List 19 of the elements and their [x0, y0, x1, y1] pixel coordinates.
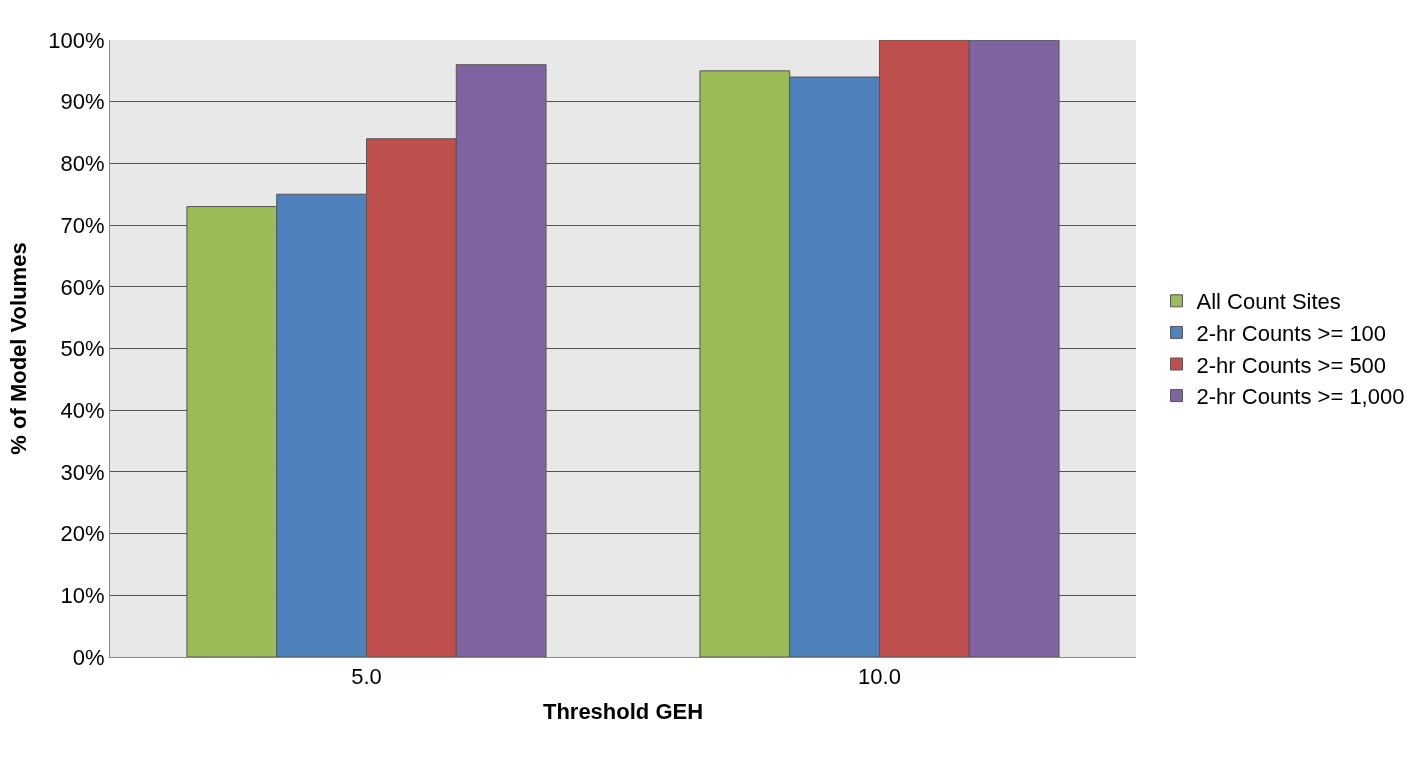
legend-label: 2-hr Counts >= 100 [1196, 320, 1387, 346]
y-tick-label: 30% [60, 459, 105, 485]
x-axis-title: Threshold GEH [542, 699, 704, 725]
y-tick-label: 60% [60, 274, 105, 300]
y-tick-label: 80% [60, 151, 105, 177]
legend-label: All Count Sites [1196, 289, 1341, 315]
x-tick-label: 5.0 [351, 664, 382, 690]
y-tick-label: 90% [60, 89, 105, 115]
x-tick-label: 10.0 [858, 664, 901, 690]
y-axis-title: % of Model Volumes [6, 242, 32, 455]
y-tick-label: 70% [60, 212, 105, 238]
y-tick-label: 10% [60, 583, 105, 608]
y-tick-label: 0% [72, 644, 105, 670]
legend-label: 2-hr Counts >= 500 [1196, 352, 1387, 378]
legend-label: 2-hr Counts >= 1,000 [1196, 384, 1405, 410]
y-tick-label: 100% [48, 27, 105, 53]
y-tick-label: 50% [60, 336, 105, 362]
y-tick-label: 20% [60, 521, 105, 547]
y-tick-label: 40% [60, 397, 105, 423]
